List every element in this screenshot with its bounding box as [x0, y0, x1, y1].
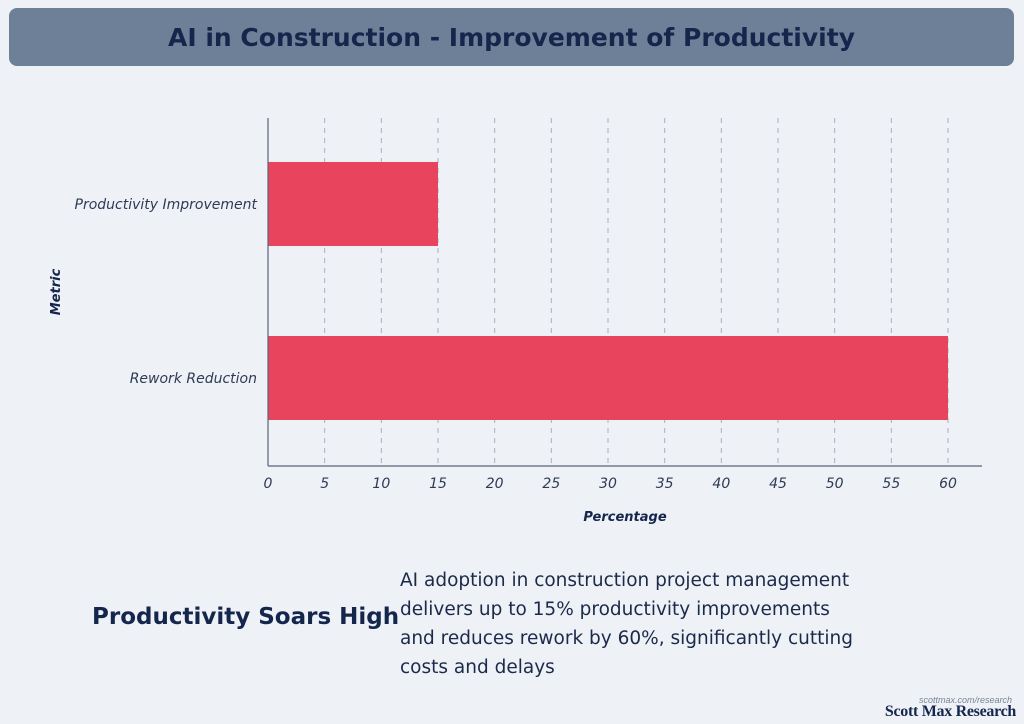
category-label: Rework Reduction [130, 371, 257, 387]
x-tick-label: 15 [429, 476, 447, 492]
category-labels: Productivity Improvement Rework Reduction [75, 197, 258, 387]
x-tick-label: 10 [372, 476, 390, 492]
insight-headline: Productivity Soars High [92, 604, 400, 630]
x-tick-label: 0 [264, 476, 273, 492]
chart-title: AI in Construction - Improvement of Prod… [168, 22, 855, 52]
x-tick-label: 20 [486, 476, 504, 492]
x-tick-label: 30 [599, 476, 617, 492]
category-label: Productivity Improvement [75, 197, 258, 213]
x-tick-label: 25 [542, 476, 560, 492]
x-tick-label: 35 [656, 476, 674, 492]
x-tick-labels: 0 5 10 15 20 25 30 35 40 45 50 55 60 [264, 476, 957, 492]
x-tick-label: 50 [826, 476, 844, 492]
x-tick-label: 55 [882, 476, 900, 492]
x-tick-label: 60 [939, 476, 957, 492]
axes [267, 118, 982, 467]
y-axis-title: Metric [49, 268, 64, 315]
brand-url: scottmax.com/research [918, 695, 1012, 705]
bar-rework-reduction [268, 336, 948, 420]
brand-logo: Scott Max Research [884, 703, 1016, 720]
insight-text: AI adoption in construction project mana… [400, 570, 853, 678]
bar-productivity-improvement [268, 162, 438, 246]
x-tick-label: 40 [712, 476, 730, 492]
x-tick-label: 5 [320, 476, 329, 492]
x-axis-title: Percentage [583, 510, 666, 525]
title-bar: AI in Construction - Improvement of Prod… [9, 8, 1014, 66]
bars [268, 162, 948, 420]
x-tick-label: 45 [769, 476, 787, 492]
bar-chart: 0 5 10 15 20 25 30 35 40 45 50 55 60 Productivity Im… [49, 118, 982, 525]
